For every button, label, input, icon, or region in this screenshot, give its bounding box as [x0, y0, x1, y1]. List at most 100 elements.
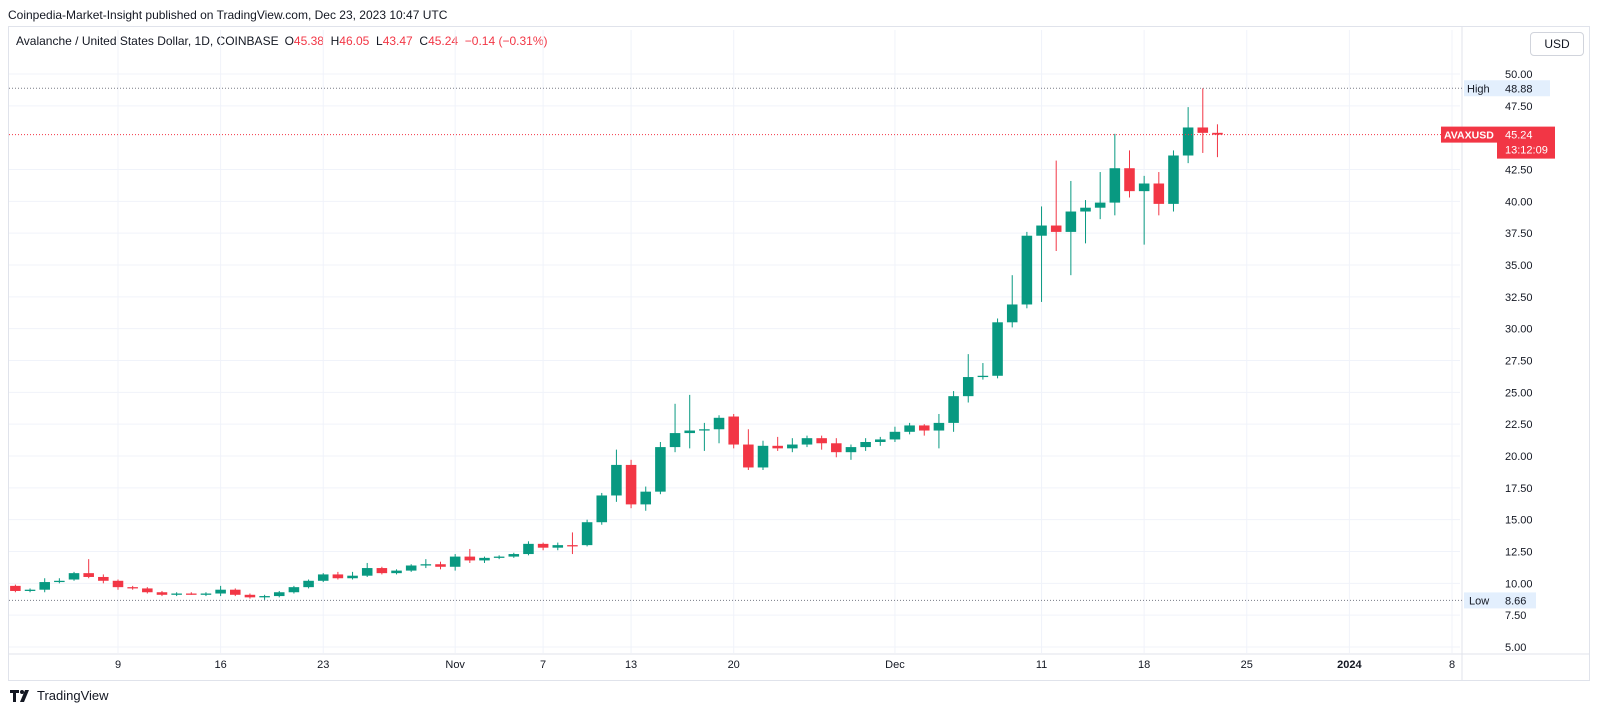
time-axis: 9 16 23 Nov 7 13 20 Dec 11 18 25 2024 8	[115, 659, 1455, 671]
candle-body	[24, 589, 36, 591]
candle	[1109, 133, 1121, 216]
candle	[889, 426, 901, 442]
candle	[479, 556, 490, 563]
y-tick-label: 27.50	[1505, 356, 1533, 368]
y-tick-label: 47.50	[1505, 101, 1533, 113]
candle	[845, 444, 857, 460]
candle	[464, 548, 476, 563]
candle-body	[200, 593, 212, 595]
publisher-line: Coinpedia-Market-Insight published on Tr…	[8, 8, 448, 22]
candle-body	[655, 447, 666, 492]
candle-body	[142, 588, 153, 593]
candle	[801, 435, 813, 448]
candle	[54, 578, 65, 584]
candle-body	[186, 593, 197, 595]
x-tick-label: 23	[317, 659, 329, 671]
candle-body	[962, 377, 974, 397]
candle-body	[831, 443, 842, 453]
candle-body	[537, 543, 549, 548]
candle	[581, 519, 593, 547]
y-tick-label: 5.00	[1505, 642, 1526, 654]
candle	[303, 579, 314, 589]
candle-body	[523, 543, 534, 555]
candle-body	[449, 556, 461, 567]
candle	[713, 415, 725, 444]
candle-body	[420, 564, 432, 566]
x-tick-label: Dec	[885, 659, 905, 671]
x-tick-label: Nov	[445, 659, 465, 671]
candle	[1006, 275, 1018, 328]
candle-body	[1153, 183, 1165, 204]
y-tick-label: 32.50	[1505, 292, 1533, 304]
price-tag-bg	[1497, 126, 1555, 159]
candle-body	[845, 447, 857, 453]
y-tick-label: 17.50	[1505, 483, 1533, 495]
y-tick-label: 30.00	[1505, 324, 1533, 336]
candle-body	[10, 585, 21, 591]
y-tick-label: 50.00	[1505, 69, 1533, 81]
candle-body	[1036, 225, 1047, 236]
low-value-bg	[1502, 592, 1536, 609]
price-tag-value: 45.24	[1505, 130, 1533, 142]
candle	[347, 571, 358, 580]
candle	[68, 571, 80, 581]
candle-body	[288, 587, 300, 593]
x-tick-label: 20	[728, 659, 740, 671]
candle-body	[567, 545, 578, 547]
candle	[1168, 150, 1179, 212]
candle-body	[1124, 168, 1135, 192]
candle-body	[948, 396, 959, 423]
candle	[611, 449, 622, 502]
candle	[332, 571, 344, 580]
candle-body	[699, 429, 710, 431]
close-value: 45.24	[428, 34, 459, 48]
candle	[1153, 172, 1165, 216]
candle-body	[875, 439, 886, 442]
candle-body	[464, 556, 476, 561]
candle	[699, 422, 710, 451]
x-tick-label: 25	[1241, 659, 1253, 671]
candle	[831, 438, 842, 458]
candle-body	[1197, 127, 1209, 133]
grid	[8, 27, 1590, 681]
candle-body	[259, 596, 270, 598]
candle-body	[801, 438, 813, 445]
open-value: 45.38	[293, 34, 324, 48]
candle-body	[508, 554, 520, 557]
candle	[1021, 231, 1033, 309]
candle	[918, 424, 930, 436]
candle	[1094, 172, 1106, 220]
candle-body	[391, 570, 402, 574]
candle	[39, 578, 50, 593]
candle-body	[787, 444, 798, 449]
high-label: H	[330, 34, 340, 48]
symbol-name: Avalanche / United States Dollar, 1D, CO…	[16, 34, 279, 48]
low-value: 8.66	[1505, 595, 1526, 607]
candle-body	[244, 594, 256, 598]
candle	[200, 592, 212, 597]
y-tick-label: 22.50	[1505, 419, 1533, 431]
candle-body	[479, 557, 490, 561]
candle-body	[933, 422, 945, 431]
candle-body	[1212, 132, 1223, 135]
candle	[376, 566, 388, 575]
candle	[229, 588, 241, 597]
tradingview-logo-icon	[10, 689, 32, 702]
candle	[537, 542, 549, 551]
currency-button[interactable]: USD	[1530, 32, 1584, 56]
y-tick-label: 10.00	[1505, 578, 1533, 590]
candle-body	[127, 587, 138, 589]
candle	[904, 422, 915, 435]
candle-body	[1006, 304, 1018, 323]
candle	[1212, 124, 1223, 158]
candle-body	[669, 433, 681, 448]
y-tick-label: 35.00	[1505, 260, 1533, 272]
low-label: L	[376, 34, 383, 48]
change-value: −0.14 (−0.31%)	[464, 34, 548, 48]
symbol-legend: Avalanche / United States Dollar, 1D, CO…	[16, 34, 548, 48]
candle-body	[156, 592, 168, 595]
candle	[684, 394, 695, 449]
y-tick-label: 15.00	[1505, 515, 1533, 527]
price-tag-symbol: AVAXUSD	[1444, 130, 1494, 142]
